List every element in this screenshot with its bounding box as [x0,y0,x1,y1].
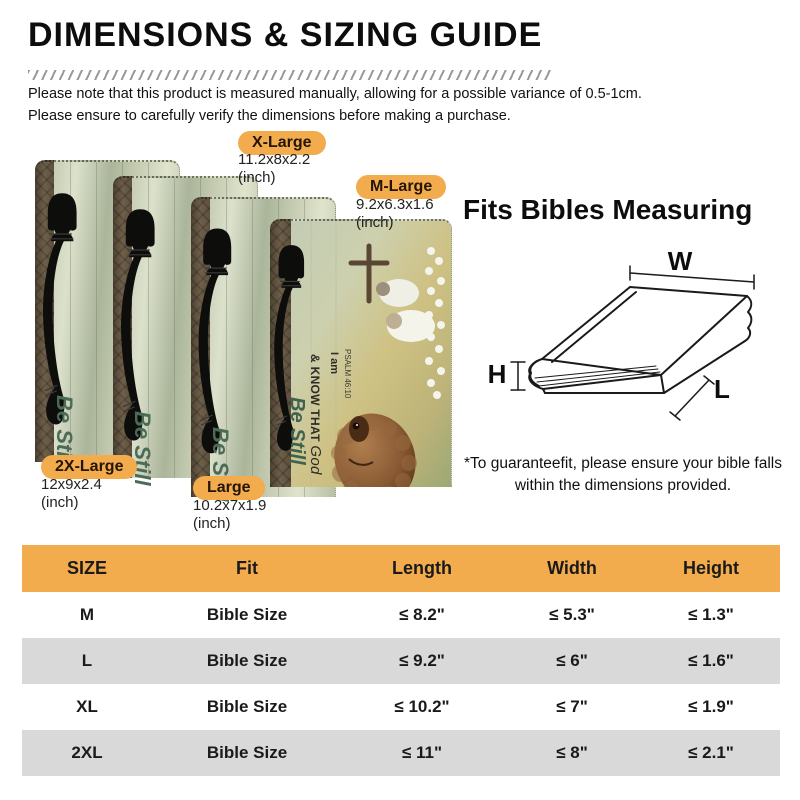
svg-text:W: W [668,246,693,276]
svg-text:L: L [714,374,730,404]
svg-text:H: H [488,359,507,389]
